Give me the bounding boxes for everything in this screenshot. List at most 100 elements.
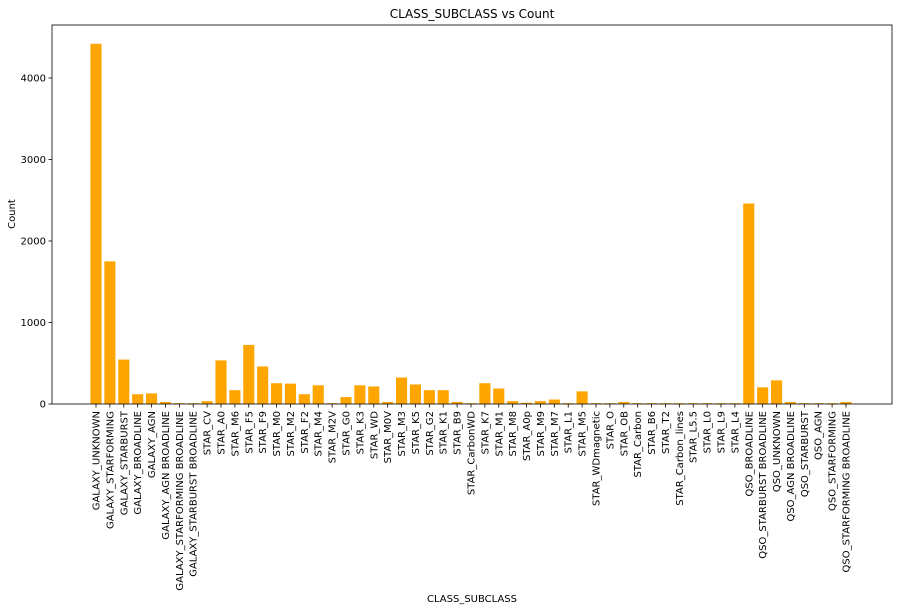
bar	[743, 203, 755, 404]
bar	[118, 359, 130, 404]
x-tick-label: STAR_M4	[314, 411, 325, 456]
x-tick-label: STAR_M9	[536, 411, 547, 456]
x-tick-label: STAR_A0p	[522, 411, 533, 461]
bar	[465, 403, 477, 404]
x-tick-label: STAR_OB	[619, 411, 630, 456]
bar	[423, 390, 435, 404]
x-tick-label: STAR_O	[605, 411, 616, 449]
x-tick-label: STAR_CV	[203, 411, 214, 455]
bar	[673, 403, 685, 404]
bar	[576, 391, 588, 404]
bar	[451, 401, 463, 404]
x-tick-label: STAR_L4	[730, 411, 741, 453]
x-tick-label: STAR_F9	[258, 411, 269, 454]
bar	[618, 401, 630, 404]
x-tick-label: STAR_M1	[494, 411, 505, 456]
bar	[687, 403, 699, 404]
x-tick-label: STAR_F2	[300, 411, 311, 454]
x-tick-label: STAR_T2	[661, 411, 672, 454]
x-tick-label: GALAXY_STARFORMING	[105, 411, 116, 529]
x-tick-label: STAR_G2	[425, 411, 436, 456]
bar	[715, 403, 727, 404]
bar	[729, 403, 741, 404]
bar	[132, 394, 144, 404]
bar	[812, 403, 824, 404]
bar	[493, 388, 505, 404]
x-tick-label: STAR_M6	[230, 411, 241, 456]
x-tick-label: STAR_M0	[272, 411, 283, 456]
bar	[479, 383, 491, 404]
y-tick-label: 1000	[21, 318, 46, 329]
x-tick-label: STAR_M0V	[383, 411, 394, 463]
x-tick-label: STAR_CarbonWD	[467, 411, 478, 495]
x-tick-label: GALAXY_STARBURST	[119, 410, 130, 515]
y-tick-label: 3000	[21, 155, 46, 166]
x-tick-label: GALAXY_AGN	[147, 411, 158, 478]
bar	[284, 383, 296, 404]
x-tick-label: STAR_M2	[286, 411, 297, 456]
bar	[187, 403, 199, 404]
bar	[590, 403, 602, 404]
x-tick-label: GALAXY_AGN BROADLINE	[161, 411, 172, 540]
x-tick-label: STAR_WDmagnetic	[592, 411, 603, 506]
bar	[173, 403, 185, 404]
y-axis-label: Count	[7, 199, 18, 229]
bar	[562, 403, 574, 404]
bar	[701, 403, 713, 404]
bar	[271, 383, 283, 404]
y-tick-label: 4000	[21, 73, 46, 84]
x-tick-label: QSO_AGN BROADLINE	[786, 411, 797, 522]
bar	[757, 387, 769, 404]
bar	[354, 385, 366, 404]
bar	[257, 366, 269, 404]
bar	[840, 401, 852, 404]
x-tick-label: QSO_STARFORMING	[828, 411, 839, 511]
x-tick-label: QSO_AGN	[814, 411, 825, 460]
bar	[409, 384, 421, 404]
x-tick-label: STAR_WD	[369, 411, 380, 459]
bar	[646, 403, 658, 404]
x-tick-label: STAR_K1	[439, 411, 450, 454]
x-tick-label: STAR_L5.5	[689, 411, 700, 463]
y-tick-label: 0	[40, 400, 46, 411]
x-tick-label: STAR_K7	[480, 411, 491, 454]
x-tick-label: GALAXY_STARBURST BROADLINE	[189, 411, 200, 577]
x-tick-label: STAR_M8	[508, 411, 519, 456]
bar	[771, 380, 783, 404]
x-tick-label: QSO_UNKNOWN	[772, 411, 783, 492]
bar	[632, 403, 644, 404]
bar	[548, 399, 560, 404]
x-tick-label: QSO_BROADLINE	[744, 411, 755, 496]
x-tick-label: STAR_F5	[244, 411, 255, 454]
x-tick-label: STAR_Carbon	[633, 411, 644, 478]
bar	[604, 403, 616, 404]
x-tick-label: STAR_L1	[564, 411, 575, 453]
x-tick-label: STAR_K5	[411, 411, 422, 454]
x-tick-label: STAR_A0	[217, 411, 228, 455]
x-tick-label: STAR_L9	[717, 411, 728, 453]
bar	[340, 397, 352, 404]
bar	[798, 403, 810, 404]
bars-group	[90, 43, 852, 404]
x-tick-label: GALAXY_BROADLINE	[133, 411, 144, 515]
bar	[368, 386, 380, 404]
plot-frame	[51, 24, 893, 405]
x-tick-label: STAR_L0	[703, 411, 714, 453]
bar	[312, 385, 324, 404]
chart-title: CLASS_SUBCLASS vs Count	[390, 7, 555, 21]
y-axis: 0 1000 2000 3000 4000	[21, 73, 52, 411]
x-tick-label: STAR_G0	[342, 411, 353, 456]
bar	[437, 390, 449, 404]
x-tick-label: STAR_M3	[397, 411, 408, 456]
bar	[229, 390, 241, 404]
x-tick-label: GALAXY_STARFORMING BROADLINE	[175, 411, 186, 591]
bar	[104, 261, 116, 404]
bar	[784, 401, 796, 404]
x-tick-label: GALAXY_UNKNOWN	[92, 411, 103, 510]
bar	[298, 394, 310, 404]
bar	[521, 402, 533, 404]
bar	[146, 393, 158, 404]
bar	[507, 401, 519, 404]
bar	[534, 401, 546, 404]
